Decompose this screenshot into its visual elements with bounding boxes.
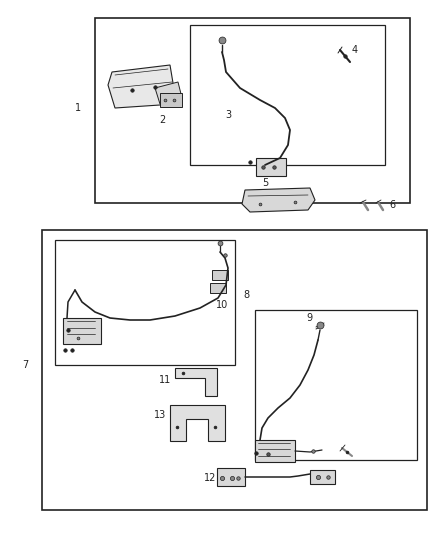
Bar [310, 470, 335, 484]
Text: 12: 12 [204, 473, 216, 483]
Text: 7: 7 [22, 360, 28, 370]
Text: 1: 1 [75, 103, 81, 113]
Text: 3: 3 [225, 110, 231, 120]
Bar [217, 468, 245, 486]
Bar [55, 240, 235, 365]
Text: 5: 5 [262, 178, 268, 188]
Polygon shape [175, 368, 217, 396]
Bar [63, 318, 101, 344]
Bar [190, 25, 385, 165]
Text: 9: 9 [306, 313, 312, 323]
Text: 8: 8 [243, 290, 249, 300]
Text: 10: 10 [216, 300, 228, 310]
Text: 11: 11 [159, 375, 171, 385]
Text: 6: 6 [389, 200, 395, 210]
Text: 2: 2 [159, 115, 165, 125]
Bar [255, 310, 417, 460]
Polygon shape [170, 405, 225, 441]
Text: 4: 4 [352, 45, 358, 55]
Polygon shape [242, 188, 315, 212]
Polygon shape [108, 65, 175, 108]
Text: 13: 13 [154, 410, 166, 420]
Bar [255, 440, 295, 462]
Bar [210, 283, 226, 293]
Bar [212, 270, 228, 280]
Bar [42, 230, 427, 510]
Bar [160, 93, 182, 107]
Polygon shape [155, 82, 182, 104]
Bar [256, 158, 286, 176]
Bar [95, 18, 410, 203]
